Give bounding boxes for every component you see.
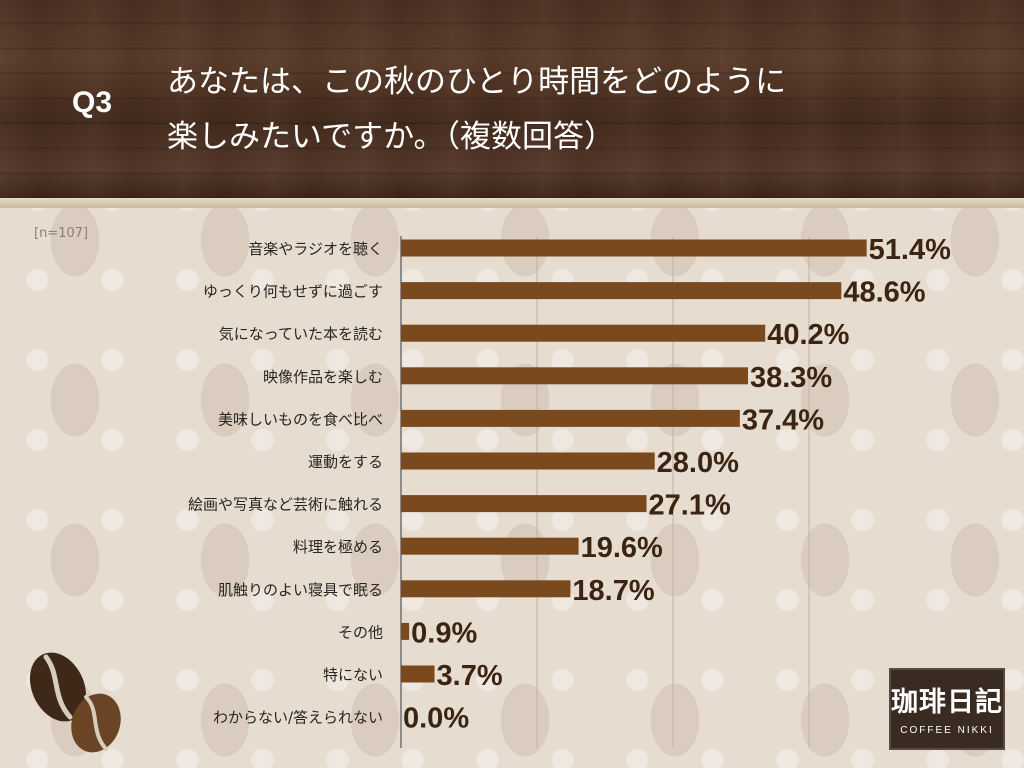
bar [401,324,766,342]
value-label: 0.0% [403,703,469,735]
bar [401,495,647,513]
value-label: 18.7% [572,575,654,607]
value-label: 51.4% [869,234,951,266]
category-label: その他 [338,623,383,641]
logo-kanji: 珈琲日記 [891,687,1003,718]
bar [401,409,740,427]
category-label: 特にない [323,666,383,684]
category-label: 映像作品を楽しむ [263,368,383,386]
category-label: 料理を極める [293,538,383,556]
bar [401,665,435,683]
value-label: 27.1% [649,490,731,522]
bar [401,239,867,257]
bar [401,537,579,555]
bar [401,367,748,385]
category-label: 肌触りのよい寝具で眠る [218,581,383,599]
header-banner [0,0,1024,200]
value-label: 48.6% [843,277,925,309]
value-label: 37.4% [742,404,824,436]
value-label: 3.7% [437,660,503,692]
question-title: あなたは、この秋のひとり時間をどのように 楽しみたいですか。（複数回答） [167,64,787,155]
category-label: 気になっていた本を読む [219,325,383,343]
value-label: 38.3% [750,362,832,394]
category-label: ゆっくり何もせずに過ごす [203,283,383,301]
value-label: 28.0% [657,447,739,479]
coffee-nikki-logo: 珈琲日記 COFFEE NIKKI [889,668,1005,750]
header-border [0,198,1024,208]
sample-size-label: [n=107] [34,226,89,241]
value-label: 0.9% [411,617,477,649]
category-label: 音楽やラジオを聴く [248,240,383,258]
bar [401,622,410,640]
question-number: Q3 [72,86,113,119]
value-label: 19.6% [581,532,663,564]
category-label: 美味しいものを食べ比べ [218,410,383,428]
coffee-beans-icon [29,652,121,753]
bar [401,580,571,598]
bar [401,452,655,470]
category-label: 絵画や写真など芸術に触れる [188,496,383,514]
category-label: 運動をする [308,453,383,471]
category-label: わからない/答えられない [213,709,383,727]
bar [401,282,842,300]
value-label: 40.2% [767,319,849,351]
logo-subtitle: COFFEE NIKKI [900,725,994,736]
